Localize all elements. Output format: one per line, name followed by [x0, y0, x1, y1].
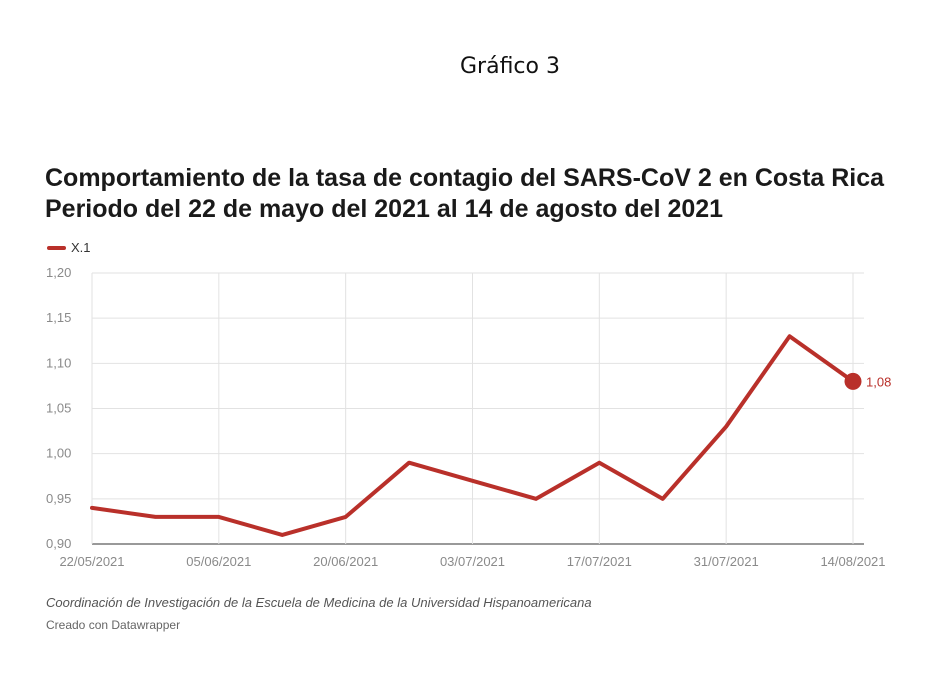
chart-legend: X.1	[47, 240, 91, 255]
y-tick-label: 0,90	[46, 536, 71, 551]
series-line	[90, 334, 855, 537]
x-tick-label: 17/07/2021	[567, 554, 632, 569]
legend-label: X.1	[71, 240, 91, 255]
end-point-marker	[844, 372, 862, 390]
source-note: Coordinación de Investigación de la Escu…	[46, 595, 592, 610]
y-tick-label: 1,15	[46, 310, 71, 325]
credit-note: Creado con Datawrapper	[46, 618, 181, 632]
y-tick-label: 1,00	[46, 446, 71, 461]
chart-title: Comportamiento de la tasa de contagio de…	[45, 163, 925, 225]
x-tick-label: 31/07/2021	[694, 554, 759, 569]
figure-label: Gráfico 3	[460, 54, 560, 79]
y-tick-label: 0,95	[46, 491, 71, 506]
x-tick-label: 03/07/2021	[440, 554, 505, 569]
x-tick-label: 05/06/2021	[186, 554, 251, 569]
x-tick-label: 20/06/2021	[313, 554, 378, 569]
chart-title-line-1: Comportamiento de la tasa de contagio de…	[45, 164, 885, 192]
end-point-label: 1,08	[866, 374, 891, 389]
legend-swatch	[47, 245, 66, 250]
y-tick-label: 1,20	[46, 265, 71, 280]
x-tick-label: 14/08/2021	[820, 554, 885, 569]
y-tick-label: 1,10	[46, 355, 71, 370]
chart-title-line-2: Periodo del 22 de mayo del 2021 al 14 de…	[45, 195, 724, 223]
y-tick-label: 1,05	[46, 401, 71, 416]
x-tick-label: 22/05/2021	[59, 554, 124, 569]
